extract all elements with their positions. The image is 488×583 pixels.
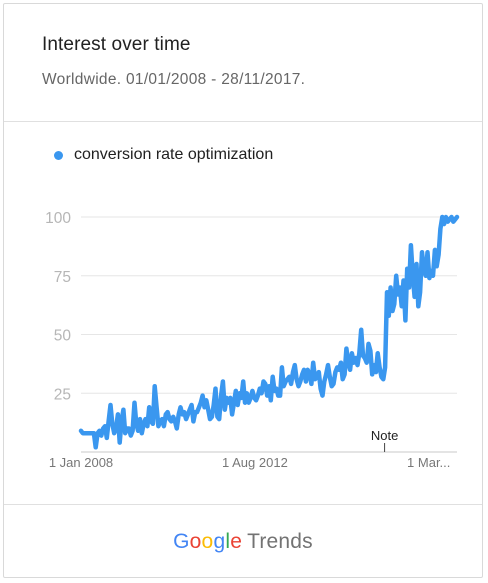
legend-series-label: conversion rate optimization bbox=[74, 146, 274, 163]
x-tick-label-1: 1 Aug 2012 bbox=[222, 455, 288, 470]
card-subtitle: Worldwide. 01/01/2008 - 28/11/2017. bbox=[42, 71, 306, 88]
y-tick-label-25: 25 bbox=[54, 386, 71, 403]
series-line-0[interactable] bbox=[78, 214, 460, 450]
x-tick-label-2: 1 Mar... bbox=[407, 455, 450, 470]
interest-over-time-card: Interest over time Worldwide. 01/01/2008… bbox=[3, 3, 483, 578]
footer-divider bbox=[4, 504, 482, 505]
card-title: Interest over time bbox=[42, 34, 191, 55]
y-tick-label-100: 100 bbox=[45, 210, 71, 227]
y-tick-label-50: 50 bbox=[54, 328, 72, 345]
google-wordmark: Google bbox=[173, 529, 243, 553]
legend-series-dot bbox=[54, 150, 63, 160]
x-tick-label-0: 1 Jan 2008 bbox=[49, 455, 113, 470]
header-divider bbox=[4, 121, 482, 122]
card-footer: Google Trends bbox=[4, 504, 482, 577]
chart-legend[interactable]: conversion rate optimization bbox=[54, 146, 273, 164]
note-annotation-label[interactable]: Note bbox=[371, 428, 398, 443]
card-header: Interest over time Worldwide. 01/01/2008… bbox=[4, 4, 482, 121]
line-chart[interactable]: 25 50 75 100 1 Jan 2008 1 Aug 2012 1 Mar... Not… bbox=[4, 184, 483, 484]
google-trends-logo[interactable]: Google Trends bbox=[173, 530, 313, 554]
trends-wordmark: Trends bbox=[247, 529, 313, 553]
y-tick-label-75: 75 bbox=[54, 269, 71, 286]
